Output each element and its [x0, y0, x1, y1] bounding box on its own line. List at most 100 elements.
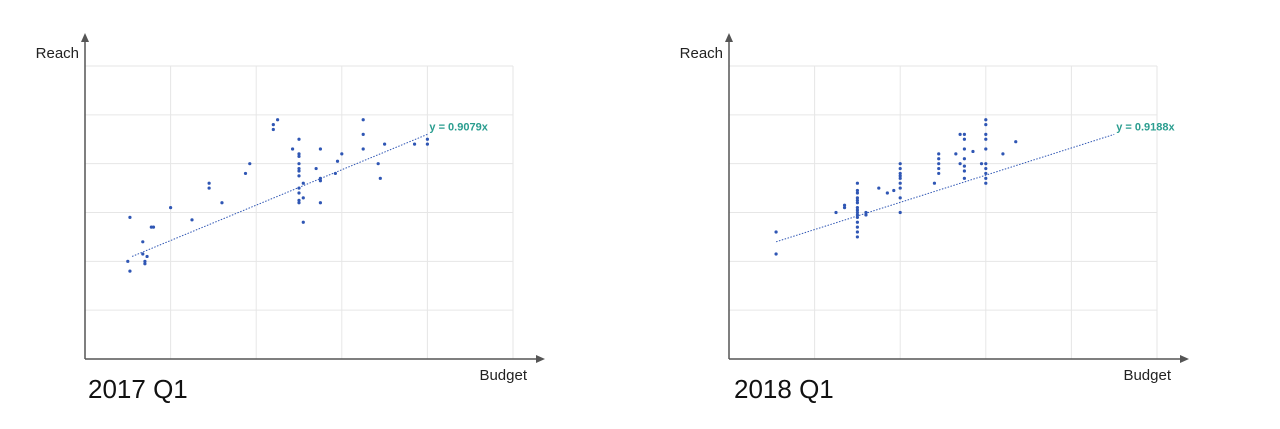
data-point [297, 162, 301, 166]
y-axis-arrow-icon [81, 33, 89, 42]
data-point [145, 254, 149, 259]
trendline [131, 133, 428, 257]
data-point [361, 132, 365, 136]
data-point [318, 201, 322, 205]
data-point [937, 166, 941, 171]
chart-title: 2018 Q1 [734, 374, 834, 404]
data-point [128, 269, 132, 273]
data-point [984, 171, 988, 176]
data-point [1001, 152, 1005, 156]
data-point [877, 186, 881, 190]
data-point [864, 213, 868, 217]
data-point [207, 181, 211, 185]
data-point [361, 147, 365, 151]
data-point [207, 186, 211, 190]
data-point [958, 162, 962, 166]
data-point [141, 252, 145, 256]
data-point [834, 210, 838, 215]
data-point [855, 208, 859, 212]
data-point [297, 154, 301, 158]
data-point [301, 220, 305, 224]
data-point [962, 147, 966, 151]
data-point [892, 188, 896, 193]
x-axis-arrow-icon [1180, 355, 1189, 363]
chart-panel-2018: Reach Budget y = 0.9188x 2018 Q1 [644, 0, 1280, 429]
data-point [885, 191, 889, 195]
data-point [984, 123, 988, 127]
data-point [318, 147, 322, 151]
data-point [855, 213, 859, 217]
data-point [855, 220, 859, 224]
data-point [962, 169, 966, 173]
data-point [898, 196, 902, 200]
data-point [855, 210, 859, 215]
data-point [128, 215, 132, 219]
data-point [898, 210, 902, 215]
data-point [318, 179, 322, 183]
data-point [412, 142, 417, 146]
data-point [297, 201, 301, 205]
data-point [248, 162, 252, 166]
trendline [775, 133, 1115, 243]
data-point [984, 162, 988, 166]
data-point [984, 132, 988, 136]
data-point [984, 137, 988, 141]
data-point [297, 191, 301, 195]
data-point [842, 203, 847, 207]
data-point [378, 176, 382, 180]
data-point [297, 198, 301, 202]
data-point [335, 159, 340, 163]
trendline-equation: y = 0.9079x [429, 121, 488, 133]
data-point [318, 176, 322, 180]
data-point [898, 176, 902, 180]
data-point [898, 162, 902, 166]
data-point [297, 169, 301, 173]
data-point [984, 118, 988, 122]
data-point [898, 166, 902, 171]
data-point [855, 196, 859, 200]
data-point [962, 157, 966, 161]
scatter-chart-2018: Reach Budget y = 0.9188x [680, 33, 1189, 384]
data-point [958, 132, 962, 136]
data-point [954, 152, 958, 156]
data-point [301, 196, 305, 200]
data-point [243, 171, 248, 176]
data-point [297, 166, 301, 171]
data-point [290, 147, 295, 151]
data-point [314, 166, 318, 171]
y-axis-arrow-icon [725, 33, 733, 42]
data-point [898, 171, 902, 176]
data-point [932, 181, 937, 185]
data-point [855, 230, 859, 234]
data-point [169, 206, 173, 210]
data-point [937, 152, 941, 156]
data-point [937, 157, 941, 161]
data-point [937, 162, 941, 166]
data-point [984, 147, 988, 151]
x-axis-label: Budget [1123, 367, 1171, 384]
data-point [898, 186, 902, 190]
data-point [937, 171, 941, 176]
data-point [271, 127, 275, 132]
data-point [971, 149, 975, 154]
data-point [984, 166, 988, 171]
data-point [855, 235, 859, 239]
data-point [271, 123, 275, 127]
data-point [855, 215, 859, 219]
data-point [898, 181, 902, 185]
data-point [774, 252, 778, 256]
data-point [141, 240, 145, 244]
data-point [979, 162, 984, 166]
data-point [855, 201, 859, 205]
data-point [151, 225, 156, 229]
data-point [774, 230, 778, 234]
data-point [143, 259, 147, 263]
chart-title: 2017 Q1 [88, 374, 188, 404]
data-point [333, 171, 337, 176]
data-point [855, 181, 859, 185]
x-axis-label: Budget [479, 367, 527, 384]
y-axis-label: Reach [36, 45, 79, 62]
data-point [297, 152, 301, 156]
data-point [376, 162, 380, 166]
data-point [984, 176, 988, 180]
